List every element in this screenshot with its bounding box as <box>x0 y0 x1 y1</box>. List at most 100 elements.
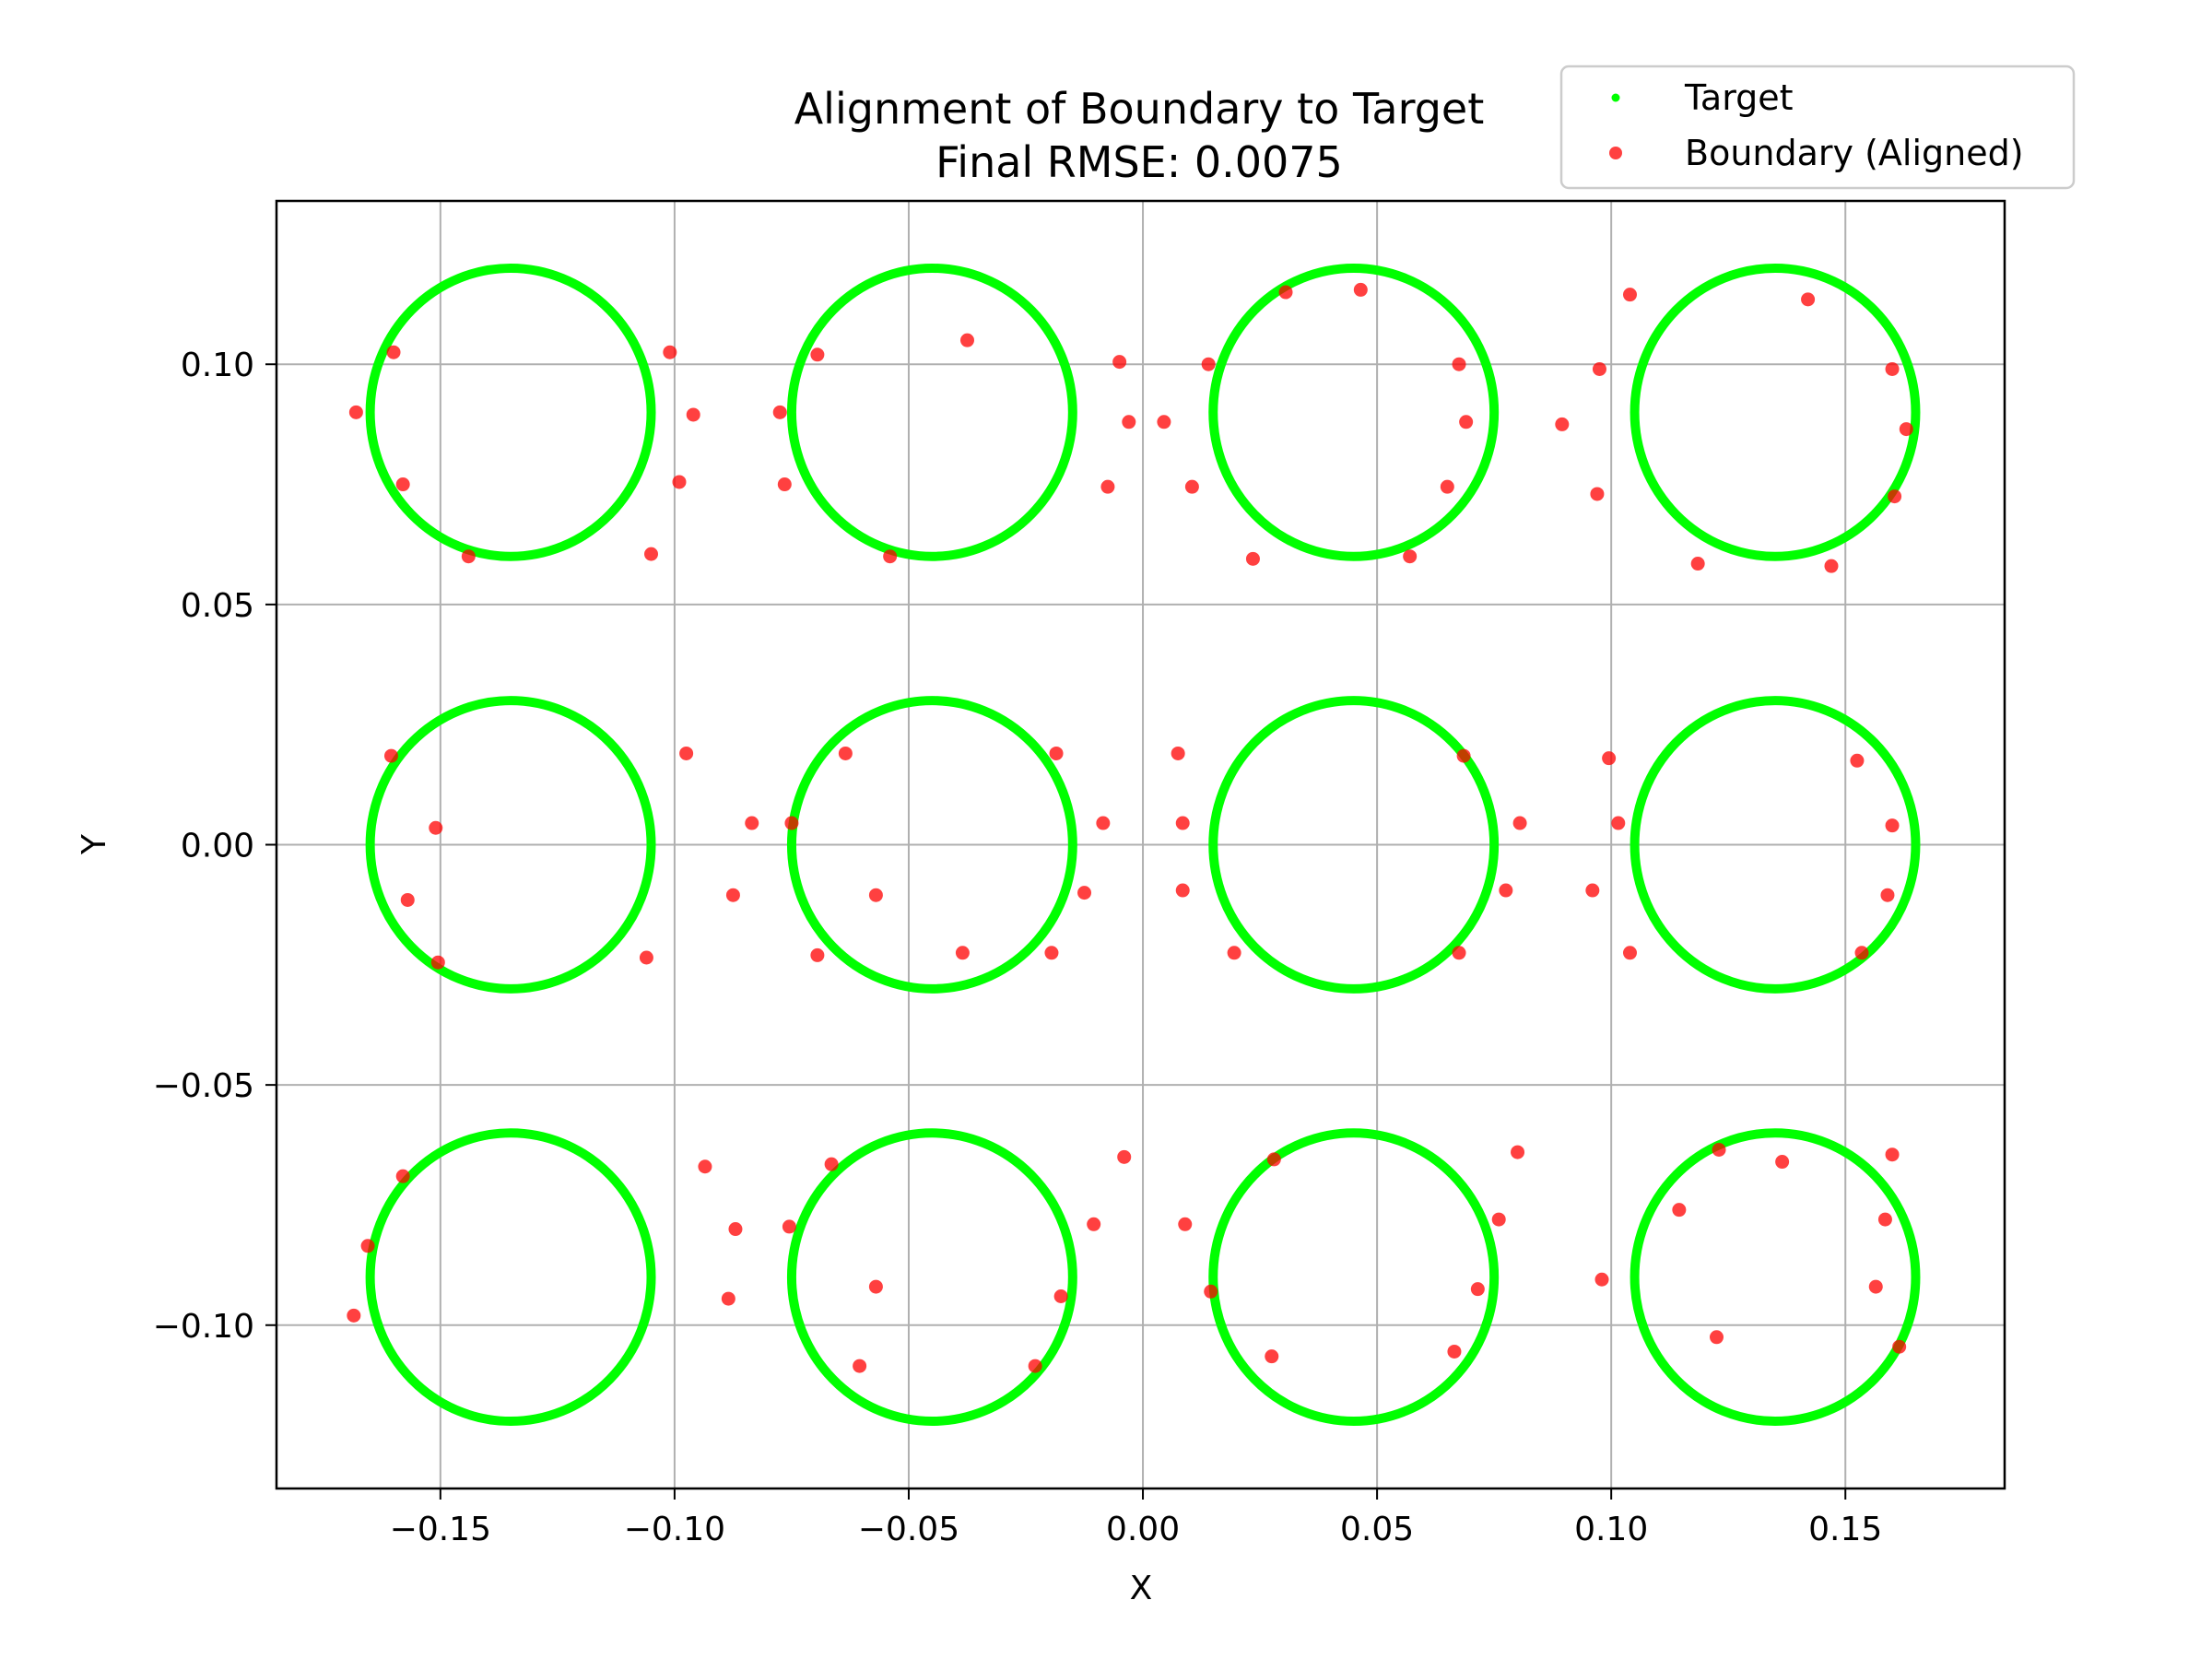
boundary-point <box>1690 557 1705 571</box>
boundary-point <box>728 1222 743 1237</box>
boundary-point <box>883 549 898 564</box>
boundary-point <box>1266 1152 1281 1167</box>
boundary-point <box>1452 357 1466 371</box>
x-tick-label: 0.00 <box>1106 1511 1180 1548</box>
chart-title-line-1: Alignment of Boundary to Target <box>794 84 1485 134</box>
boundary-point <box>1087 1217 1101 1231</box>
boundary-point <box>1888 489 1902 504</box>
boundary-point <box>429 820 443 835</box>
boundary-point <box>395 1169 410 1183</box>
boundary-point <box>1585 883 1600 898</box>
boundary-point <box>1470 1282 1485 1297</box>
chart-title: Alignment of Boundary to Target Final RM… <box>794 84 1485 187</box>
target-circle <box>1630 263 1921 561</box>
boundary-point <box>400 892 415 907</box>
boundary-point <box>782 1219 796 1234</box>
boundary-point <box>1801 292 1816 307</box>
boundary-point <box>1622 946 1637 960</box>
boundary-point <box>1602 751 1617 766</box>
boundary-point <box>663 345 677 359</box>
boundary-point <box>1278 285 1293 300</box>
boundary-point <box>1775 1155 1790 1170</box>
legend: Target Boundary (Aligned) <box>1559 65 2076 190</box>
boundary-point <box>1592 361 1606 376</box>
boundary-point <box>679 746 694 760</box>
boundary-point <box>347 1308 361 1323</box>
boundary-point <box>1100 479 1115 494</box>
boundary-point <box>1353 282 1368 297</box>
x-axis-ticks: −0.15 −0.10 −0.05 0.00 0.05 0.10 0.15 <box>390 1488 1882 1548</box>
boundary-point <box>1028 1359 1042 1373</box>
boundary-point <box>1452 946 1466 960</box>
boundary-point <box>1512 816 1527 830</box>
boundary-point <box>1885 1147 1900 1162</box>
target-circle <box>1630 696 1921 994</box>
x-tick-label: −0.10 <box>624 1511 725 1548</box>
y-tick-label: 0.00 <box>181 828 254 865</box>
boundary-point <box>853 1359 867 1373</box>
target-circle <box>365 263 656 561</box>
boundary-point <box>959 333 974 347</box>
boundary-point <box>1555 417 1570 431</box>
y-tick-label: 0.05 <box>181 587 254 625</box>
boundary-point <box>1184 479 1199 494</box>
boundary-point <box>1122 415 1136 429</box>
boundary-point <box>1611 816 1626 830</box>
boundary-point <box>686 407 700 422</box>
boundary-point <box>784 816 799 830</box>
boundary-point <box>1044 946 1059 960</box>
boundary-point <box>672 475 687 489</box>
boundary-point <box>1880 888 1895 902</box>
boundary-point <box>1459 415 1474 429</box>
boundary-point <box>383 748 398 763</box>
boundary-point <box>360 1239 375 1253</box>
boundary-point <box>1824 559 1839 573</box>
boundary-point <box>1112 355 1127 370</box>
boundary-point <box>639 950 653 965</box>
boundary-point <box>1175 883 1190 898</box>
boundary-point <box>1850 753 1865 768</box>
boundary-point <box>955 946 970 960</box>
boundary-point <box>430 955 445 970</box>
y-axis-ticks: 0.10 0.05 0.00 −0.05 −0.10 <box>153 347 276 1346</box>
boundary-point <box>698 1159 712 1174</box>
boundary-point <box>1899 422 1913 437</box>
boundary-point <box>721 1291 735 1306</box>
boundary-point <box>1877 1212 1892 1227</box>
target-circle <box>1630 1128 1921 1427</box>
x-axis-label: X <box>1130 1570 1153 1607</box>
grid-lines <box>276 201 2005 1488</box>
x-tick-label: 0.15 <box>1808 1511 1882 1548</box>
target-circle <box>1208 696 1500 994</box>
legend-marker-boundary <box>1609 147 1622 159</box>
boundary-point <box>1440 479 1454 494</box>
boundary-point <box>1868 1279 1883 1294</box>
boundary-series <box>347 282 1913 1373</box>
y-tick-label: 0.10 <box>181 347 254 384</box>
x-tick-label: −0.05 <box>858 1511 959 1548</box>
boundary-point <box>1049 746 1064 760</box>
boundary-point <box>1245 551 1260 566</box>
boundary-point <box>1885 361 1900 376</box>
boundary-point <box>1499 883 1513 898</box>
boundary-point <box>810 347 825 362</box>
plot-area <box>275 199 2006 1490</box>
boundary-point <box>1157 415 1171 429</box>
legend-label-target: Target <box>1684 77 1794 118</box>
boundary-point <box>1491 1212 1506 1227</box>
boundary-point <box>868 1279 883 1294</box>
boundary-point <box>1077 886 1092 900</box>
boundary-point <box>1403 549 1418 564</box>
x-tick-label: 0.05 <box>1340 1511 1414 1548</box>
boundary-point <box>1622 288 1637 302</box>
target-circle <box>786 1128 1077 1427</box>
boundary-point <box>1204 1284 1218 1299</box>
legend-marker-target <box>1611 93 1620 102</box>
boundary-point <box>777 477 792 492</box>
boundary-point <box>1175 816 1190 830</box>
legend-label-boundary: Boundary (Aligned) <box>1685 133 2024 173</box>
boundary-point <box>838 746 853 760</box>
target-circle <box>365 696 656 994</box>
boundary-point <box>1096 816 1111 830</box>
boundary-point <box>1590 487 1605 501</box>
